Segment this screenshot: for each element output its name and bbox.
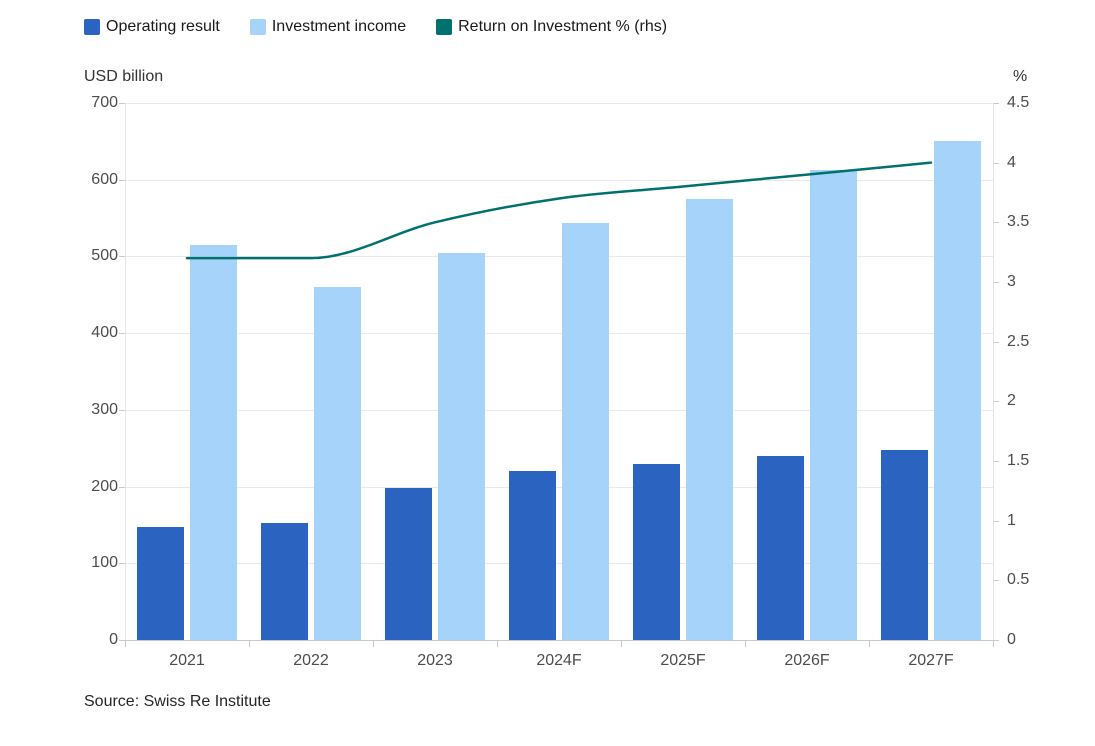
gridline	[125, 333, 993, 335]
right-axis-tick-label: 4.5	[1007, 94, 1030, 111]
left-axis-tick-label: 500	[91, 247, 118, 265]
x-axis-tick-label: 2023	[417, 652, 453, 669]
left-axis-tick-label: 300	[91, 400, 118, 418]
right-axis-tick-label: 3	[1007, 273, 1016, 290]
left-axis-tick-label: 400	[91, 324, 118, 342]
left-axis-tick	[119, 179, 125, 181]
bar-investment-income-2024F	[562, 223, 609, 640]
right-axis-title: %	[1013, 68, 1028, 85]
left-axis-tick	[119, 103, 125, 104]
plot-left-border	[125, 103, 126, 640]
left-axis-tick	[119, 486, 125, 488]
bar-investment-income-2025F	[686, 198, 733, 640]
x-axis-tick-label: 2027F	[908, 652, 954, 669]
legend-item-2: Return on Investment % (rhs)	[436, 18, 667, 36]
x-axis-tick	[869, 641, 870, 647]
bar-operating-result-2023	[385, 488, 432, 640]
left-axis-tick	[119, 640, 125, 641]
gridline	[125, 103, 993, 104]
bar-investment-income-2021	[190, 244, 237, 640]
legend-label: Investment income	[271, 18, 407, 35]
x-axis-tick	[745, 641, 746, 647]
left-axis-tick-label: 100	[91, 554, 118, 572]
x-axis-tick-label: 2021	[169, 652, 205, 669]
x-axis-tick	[621, 641, 622, 647]
x-axis-tick-label: 2025F	[660, 652, 706, 669]
left-axis-tick	[119, 256, 125, 258]
right-axis-tick	[993, 520, 999, 522]
source-note: Source: Swiss Re Institute	[84, 693, 271, 710]
legend-label: Return on Investment % (rhs)	[458, 18, 668, 35]
right-axis-tick	[993, 103, 999, 104]
right-axis-tick	[993, 222, 999, 224]
legend-item-1: Investment income	[249, 18, 407, 36]
right-axis-tick-label: 3.5	[1007, 213, 1030, 231]
bar-operating-result-2025F	[633, 463, 680, 640]
left-axis-tick	[119, 563, 125, 565]
gridline	[125, 409, 993, 411]
x-axis-tick	[373, 641, 374, 647]
right-axis-tick	[993, 640, 999, 641]
legend-swatch-icon	[436, 19, 453, 35]
x-axis-tick-label: 2022	[293, 652, 329, 669]
x-axis-line	[125, 640, 993, 641]
right-axis-tick-label: 1.5	[1007, 452, 1030, 469]
right-axis-tick-label: 4	[1007, 153, 1016, 171]
right-axis-tick-label: 1	[1007, 511, 1016, 529]
bar-operating-result-2021	[137, 527, 184, 640]
bar-operating-result-2024F	[509, 471, 556, 640]
bar-investment-income-2022	[314, 287, 361, 640]
right-axis-tick	[993, 401, 999, 403]
gridline	[125, 179, 993, 181]
right-axis-tick	[993, 461, 999, 462]
left-axis-tick	[119, 333, 125, 335]
left-axis-tick-label: 600	[91, 170, 118, 188]
right-axis-tick-label: 0	[1007, 631, 1016, 648]
legend-swatch-icon	[84, 19, 100, 35]
bar-operating-result-2026F	[757, 455, 804, 640]
right-axis-tick-label: 2.5	[1007, 332, 1030, 350]
right-axis-tick	[993, 341, 999, 343]
right-axis-tick	[993, 282, 999, 283]
gridline	[125, 563, 993, 565]
plot-right-border	[993, 103, 994, 640]
right-axis-tick	[993, 580, 999, 582]
legend-label: Operating result	[106, 18, 220, 35]
left-axis-tick	[119, 409, 125, 411]
x-axis-tick	[497, 641, 498, 647]
right-axis-tick-label: 0.5	[1007, 571, 1030, 589]
x-axis-tick	[993, 641, 994, 647]
bar-investment-income-2023	[438, 252, 485, 640]
x-axis-tick-label: 2026F	[784, 652, 830, 669]
x-axis-tick	[125, 641, 126, 647]
left-axis-tick-label: 700	[91, 94, 118, 111]
bar-operating-result-2027F	[881, 449, 928, 640]
right-axis-tick	[993, 162, 999, 164]
left-axis-title: USD billion	[84, 68, 164, 85]
left-axis-tick-label: 0	[109, 631, 118, 648]
gridline	[125, 486, 993, 488]
legend: Operating result Investment income Return …	[84, 18, 667, 36]
legend-item-0: Operating result	[84, 18, 220, 36]
bar-operating-result-2022	[261, 523, 308, 640]
left-axis-tick-label: 200	[91, 477, 118, 495]
right-axis-tick-label: 2	[1007, 392, 1016, 410]
legend-swatch-icon	[249, 19, 266, 35]
x-axis-tick-label: 2024F	[536, 652, 582, 669]
gridline	[125, 256, 993, 258]
bar-investment-income-2027F	[934, 141, 981, 640]
x-axis-tick	[249, 641, 250, 647]
bar-investment-income-2026F	[810, 169, 857, 640]
